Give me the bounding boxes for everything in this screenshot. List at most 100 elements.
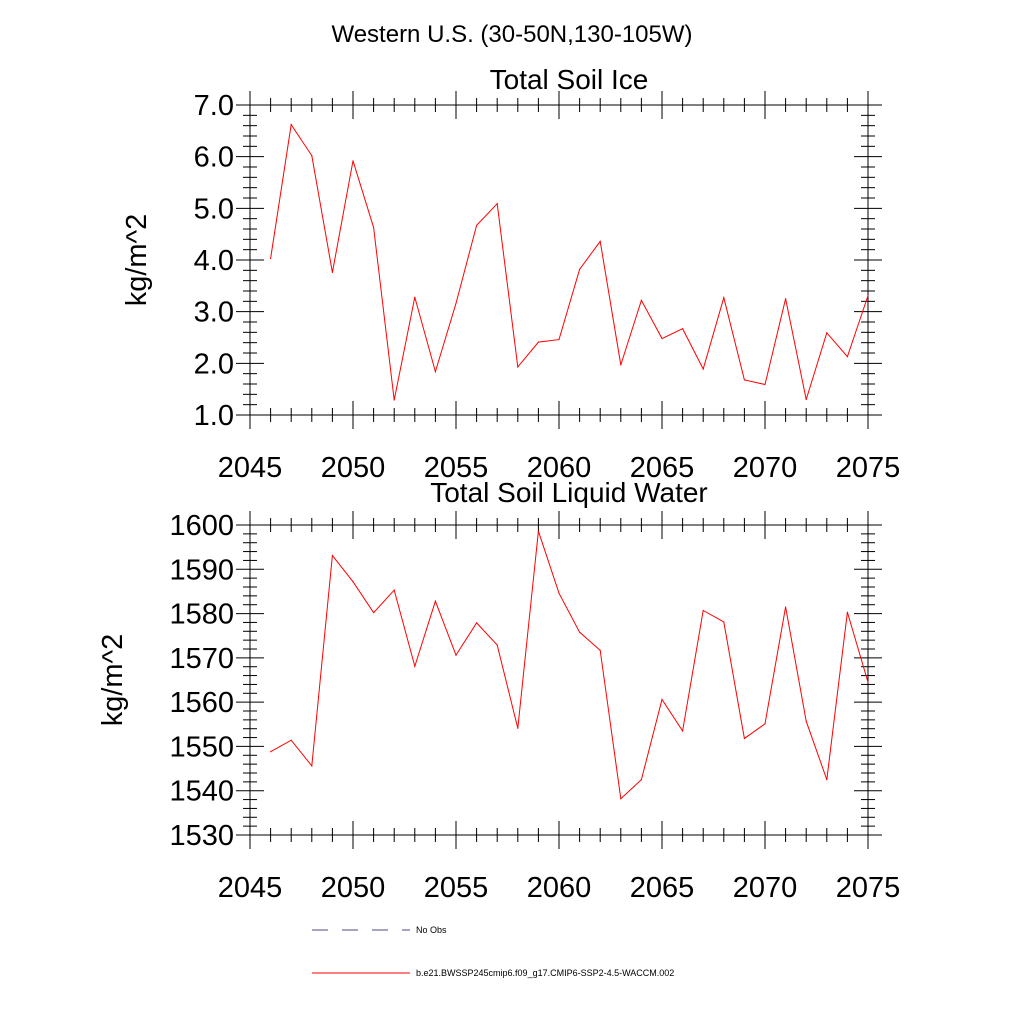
data-point <box>373 226 375 229</box>
x-tick-label: 2065 <box>630 872 695 904</box>
data-point <box>414 665 416 667</box>
data-point <box>393 589 395 591</box>
data-point <box>785 298 787 300</box>
data-point <box>620 798 622 800</box>
data-point <box>537 530 540 532</box>
x-tick-label: 2050 <box>321 452 386 484</box>
y-tick-label: 1600 <box>169 510 234 542</box>
y-axis-label: kg/m^2 <box>97 634 129 727</box>
chart-panel-1: Total Soil Ice 2045 2050 2055 2060 2065 2070 20… <box>121 64 900 484</box>
y-tick-label: 3.0 <box>194 297 234 329</box>
y-tick-label: 5.0 <box>194 193 234 225</box>
y-tick-label: 1530 <box>169 820 234 852</box>
data-point <box>826 332 828 334</box>
data-point <box>785 606 787 608</box>
y-tick-label: 6.0 <box>194 142 234 174</box>
data-point <box>826 779 828 781</box>
data-point <box>476 622 478 624</box>
data-point <box>682 730 684 732</box>
data-point <box>496 644 498 646</box>
y-tick-label: 1570 <box>169 643 234 675</box>
data-point <box>434 371 436 373</box>
data-point <box>805 398 807 401</box>
panel-title: Total Soil Ice <box>490 64 649 95</box>
data-point <box>640 299 643 301</box>
data-point <box>414 296 416 298</box>
legend-label-1: No Obs <box>416 925 447 935</box>
plot-frame <box>249 104 869 416</box>
x-tick-label: 2045 <box>218 452 283 484</box>
x-tick-label: 2075 <box>836 452 901 484</box>
data-point <box>558 592 560 594</box>
data-point <box>290 739 292 741</box>
y-tick-label: 7.0 <box>194 90 234 122</box>
data-point <box>537 341 540 343</box>
x-tick-label: 2075 <box>836 872 901 904</box>
data-point <box>743 379 746 381</box>
data-point <box>743 737 746 740</box>
data-point <box>723 297 725 299</box>
data-point <box>723 621 725 623</box>
data-point <box>764 723 766 725</box>
data-point <box>702 368 704 370</box>
data-point <box>599 649 601 651</box>
plot-frame <box>249 524 869 836</box>
data-point <box>352 581 354 583</box>
y-tick-label: 1540 <box>169 776 234 808</box>
data-point <box>270 257 272 260</box>
y-tick-label: 1.0 <box>194 400 234 432</box>
y-tick-label: 1560 <box>169 687 234 719</box>
data-point <box>867 295 869 297</box>
data-point <box>846 356 849 358</box>
data-point <box>661 337 663 340</box>
data-point <box>805 720 807 722</box>
data-point <box>434 600 436 602</box>
data-point <box>352 160 354 162</box>
x-tick-label: 2060 <box>527 872 592 904</box>
x-tick-label: 2055 <box>424 452 489 484</box>
data-point <box>496 203 498 205</box>
data-point <box>867 681 869 683</box>
y-tick-label: 1590 <box>169 554 234 586</box>
data-point <box>455 302 457 304</box>
figure-title: Western U.S. (30-50N,130-105W) <box>331 21 692 48</box>
data-point <box>476 224 478 226</box>
data-point <box>682 328 684 330</box>
data-point <box>311 765 313 767</box>
x-tick-label: 2050 <box>321 872 386 904</box>
y-tick-label: 4.0 <box>194 245 234 277</box>
y-tick-label: 2.0 <box>194 348 234 380</box>
data-point <box>661 698 663 701</box>
data-point <box>290 124 292 126</box>
x-tick-label: 2060 <box>527 452 592 484</box>
y-axis-label: kg/m^2 <box>121 214 153 307</box>
data-point <box>311 155 313 157</box>
data-point <box>599 240 601 242</box>
y-tick-label: 1580 <box>169 599 234 631</box>
data-point <box>393 399 395 401</box>
data-point <box>373 612 375 614</box>
series-line <box>270 531 869 800</box>
x-tick-label: 2070 <box>733 452 798 484</box>
data-point <box>270 751 272 753</box>
x-tick-label: 2055 <box>424 872 489 904</box>
x-tick-label: 2070 <box>733 872 798 904</box>
data-point <box>517 727 519 729</box>
x-tick-label: 2045 <box>218 872 283 904</box>
data-point <box>331 271 333 273</box>
data-point <box>455 654 457 656</box>
x-tick-label: 2065 <box>630 452 695 484</box>
data-point <box>331 554 333 557</box>
data-point <box>579 268 581 270</box>
data-point <box>620 364 622 366</box>
data-point <box>702 609 704 612</box>
y-tick-label: 1550 <box>169 731 234 763</box>
data-point <box>640 779 643 781</box>
data-point <box>558 338 560 341</box>
legend-label-2: b.e21.BWSSP245cmip6.f09_g17.CMIP6-SSP2-4… <box>416 968 674 978</box>
data-point <box>764 383 766 386</box>
data-point <box>517 366 519 368</box>
series-line <box>270 123 869 401</box>
panel-title: Total Soil Liquid Water <box>430 477 708 508</box>
